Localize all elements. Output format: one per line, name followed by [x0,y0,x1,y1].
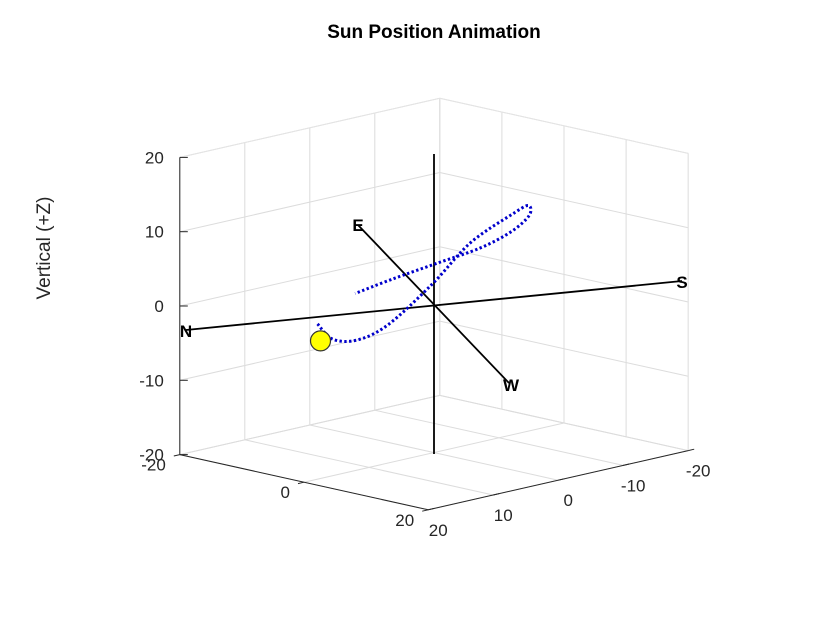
chart-title: Sun Position Animation [327,22,541,43]
y-tick-label: 20 [395,511,414,530]
y-tick-mark [422,509,429,512]
box-edge [179,97,440,158]
sun-trajectory [316,204,533,343]
x-tick-mark [688,448,695,452]
axes [173,156,695,512]
y-tick-mark [297,481,305,485]
box-edge [439,97,689,154]
z-tick-label: -10 [139,371,164,390]
floor-grid-line [179,394,440,456]
x-tick-label: 10 [494,506,513,525]
x-tick-label: 0 [563,491,572,510]
x-tick-mark [623,463,630,466]
south-label: S [676,273,687,292]
z-tick-label: -20 [139,446,164,465]
x-tick-label: 20 [429,521,448,540]
north-label: N [180,322,192,341]
x-tick-label: -20 [686,462,711,481]
x-tick-mark [558,478,565,481]
compass-axes: N S E W [180,154,688,454]
y-tick-label: 0 [281,483,290,502]
side-grid-line [179,172,440,233]
sun-path-line [316,204,533,343]
sun-marker [309,330,332,352]
sun-marker-group [309,330,332,352]
z-tick-label: 0 [154,297,163,316]
z-tick-label: 10 [145,223,164,242]
y-tick-mark [173,454,180,457]
west-label: W [503,376,520,395]
x-tick-mark [493,493,500,496]
z-axis-label: Vertical (+Z) [34,197,55,300]
back-grid-line [439,172,689,229]
z-tick-label: 20 [145,148,164,167]
tick-labels: 20 10 0 -10 -20 20 0 -20 20 10 0 -10 -20 [139,148,710,539]
x-tick-label: -10 [621,476,646,495]
east-label: E [352,216,363,235]
x-tick-mark [428,507,435,511]
y-tick-label: -20 [141,456,166,475]
